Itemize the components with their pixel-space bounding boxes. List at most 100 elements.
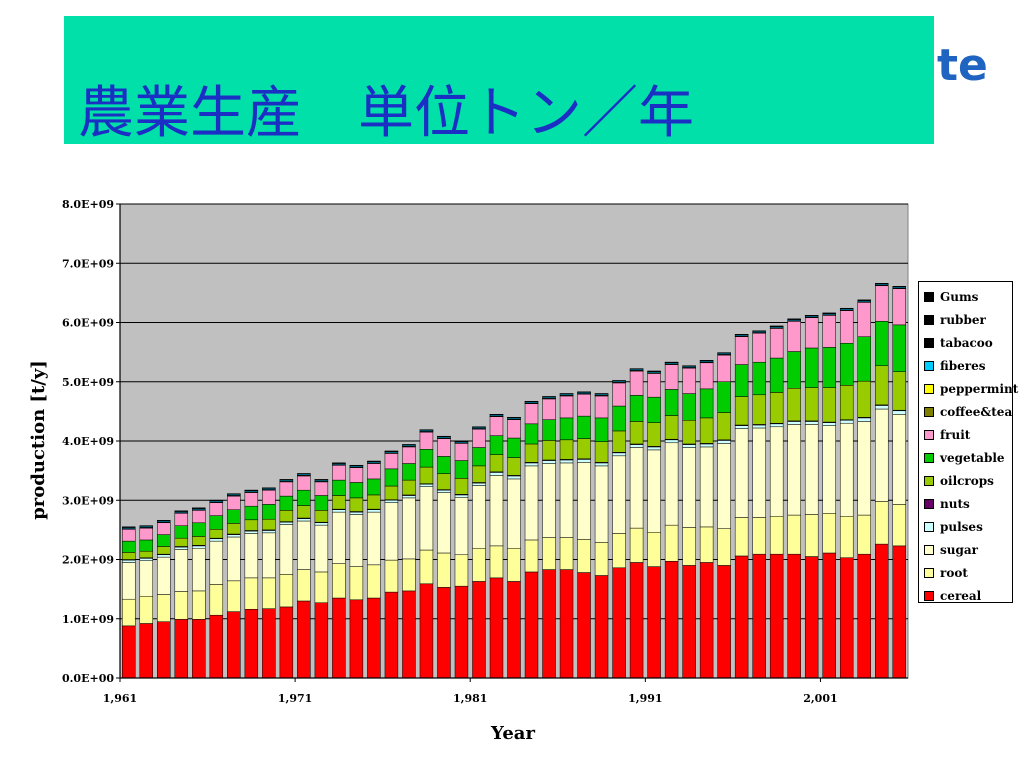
bar-segment-fruit xyxy=(139,527,153,541)
y-tick-label: 7.0E+09 xyxy=(62,257,114,270)
legend-item: rubber xyxy=(919,308,1012,331)
bar-segment-cereal xyxy=(349,599,364,679)
bar-segment-cereal xyxy=(139,623,153,679)
bar-segment-root xyxy=(822,513,836,554)
bar-segment-vegetable xyxy=(577,415,591,439)
legend-label: root xyxy=(940,565,968,580)
bar-segment-fruit xyxy=(787,321,801,352)
bar-segment-pulses xyxy=(472,482,486,486)
title-banner: 農業生産 単位トン／年 xyxy=(64,16,934,146)
bar-segment-oilcrops xyxy=(384,485,399,500)
bar-segment-cereal xyxy=(822,552,836,679)
bar-segment-pulses xyxy=(297,518,311,522)
bar-segment-root xyxy=(875,501,889,545)
bar-segment-vegetable xyxy=(419,449,434,468)
bar-segment-cereal xyxy=(297,600,311,679)
bar-segment-fruit xyxy=(314,481,329,496)
bar-segment-cereal xyxy=(332,597,346,679)
bar-segment-root xyxy=(279,574,294,608)
bar-segment-sugar xyxy=(752,427,766,518)
bar-segment-vegetable xyxy=(314,495,329,511)
bar-segment-pulses xyxy=(192,545,206,549)
bar-segment-oilcrops xyxy=(314,510,329,523)
bar-segment-root xyxy=(332,563,346,599)
bar-segment-sugar xyxy=(174,549,189,592)
legend-label: fiberes xyxy=(940,358,986,373)
bar-segment-sugar xyxy=(139,560,153,597)
bar-segment-vegetable xyxy=(594,417,609,442)
legend-label: Gums xyxy=(940,289,979,304)
y-tick-label: 3.0E+09 xyxy=(62,494,114,507)
legend-label: fruit xyxy=(940,427,971,442)
bar-segment-pulses xyxy=(734,425,749,429)
bar-segment-root xyxy=(682,527,696,566)
legend-swatch xyxy=(924,475,934,486)
bar-segment-sugar xyxy=(402,497,416,560)
bar-segment-fruit xyxy=(349,467,364,483)
bar-segment-vegetable xyxy=(647,396,661,423)
bar-segment-root xyxy=(699,526,714,563)
bar-segment-cereal xyxy=(489,577,504,679)
bar-segment-pulses xyxy=(577,459,591,463)
legend-label: sugar xyxy=(940,542,978,557)
bar-segment-sugar xyxy=(647,449,661,533)
legend-swatch xyxy=(924,314,934,325)
bar-segment-oilcrops xyxy=(437,473,451,490)
bar-segment-vegetable xyxy=(349,482,364,499)
bar-segment-cereal xyxy=(717,565,731,679)
bar-segment-cereal xyxy=(402,590,416,679)
x-tick-label: 1,991 xyxy=(628,692,662,705)
bar-segment-root xyxy=(839,515,854,558)
bar-segment-pulses xyxy=(542,460,556,464)
bar-segment-cereal xyxy=(839,557,854,679)
bar-segment-sugar xyxy=(682,447,696,528)
legend-label: coffee&tea xyxy=(940,404,1013,419)
bar-segment-root xyxy=(139,595,153,624)
bar-segment-oilcrops xyxy=(629,421,644,445)
bar-segment-sugar xyxy=(419,486,434,551)
bar-segment-oilcrops xyxy=(489,454,504,473)
bar-segment-fruit xyxy=(157,522,171,535)
bar-segment-fruit xyxy=(489,416,504,436)
bar-segment-pulses xyxy=(314,522,329,526)
legend-label: pulses xyxy=(940,519,983,534)
bar-segment-pulses xyxy=(437,489,451,493)
bar-segment-fruit xyxy=(209,502,224,516)
bar-segment-root xyxy=(857,514,871,555)
bar-segment-fruit xyxy=(244,492,259,507)
legend-item: oilcrops xyxy=(919,469,1012,492)
legend-label: peppermint xyxy=(940,381,1019,396)
bar-segment-fruit xyxy=(384,453,399,470)
bar-segment-vegetable xyxy=(629,395,644,422)
bar-segment-pulses xyxy=(402,495,416,499)
bar-segment-oilcrops xyxy=(367,494,381,510)
legend-label: nuts xyxy=(940,496,970,511)
bar-segment-oilcrops xyxy=(262,518,276,531)
bar-segment-fruit xyxy=(875,285,889,322)
bar-segment-root xyxy=(192,590,206,620)
bar-segment-pulses xyxy=(332,509,346,513)
legend-item: Gums xyxy=(919,285,1012,308)
bar-segment-root xyxy=(542,537,556,570)
bar-segment-vegetable xyxy=(174,525,189,539)
bar-segment-fruit xyxy=(454,443,469,461)
bar-segment-vegetable xyxy=(559,417,574,441)
bar-segment-cereal xyxy=(262,608,276,679)
bar-segment-pulses xyxy=(647,446,661,451)
bar-segment-pulses xyxy=(279,521,294,525)
bar-segment-pulses xyxy=(629,444,644,448)
bar-segment-vegetable xyxy=(367,478,381,496)
bar-segment-root xyxy=(559,537,574,570)
bar-segment-sugar xyxy=(192,547,206,592)
bar-segment-fruit xyxy=(174,513,189,526)
bar-segment-sugar xyxy=(332,511,346,564)
bar-segment-oilcrops xyxy=(454,478,469,495)
bar-segment-pulses xyxy=(384,500,399,503)
legend-swatch xyxy=(924,498,934,509)
bar-segment-cereal xyxy=(192,619,206,679)
bar-segment-fruit xyxy=(437,438,451,457)
bar-segment-sugar xyxy=(262,532,276,579)
bar-segment-sugar xyxy=(559,462,574,538)
bar-segment-cereal xyxy=(524,571,539,679)
bar-segment-vegetable xyxy=(489,435,504,455)
